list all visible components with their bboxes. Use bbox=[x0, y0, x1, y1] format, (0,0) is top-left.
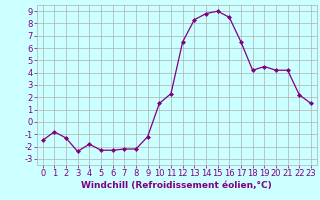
X-axis label: Windchill (Refroidissement éolien,°C): Windchill (Refroidissement éolien,°C) bbox=[81, 181, 272, 190]
